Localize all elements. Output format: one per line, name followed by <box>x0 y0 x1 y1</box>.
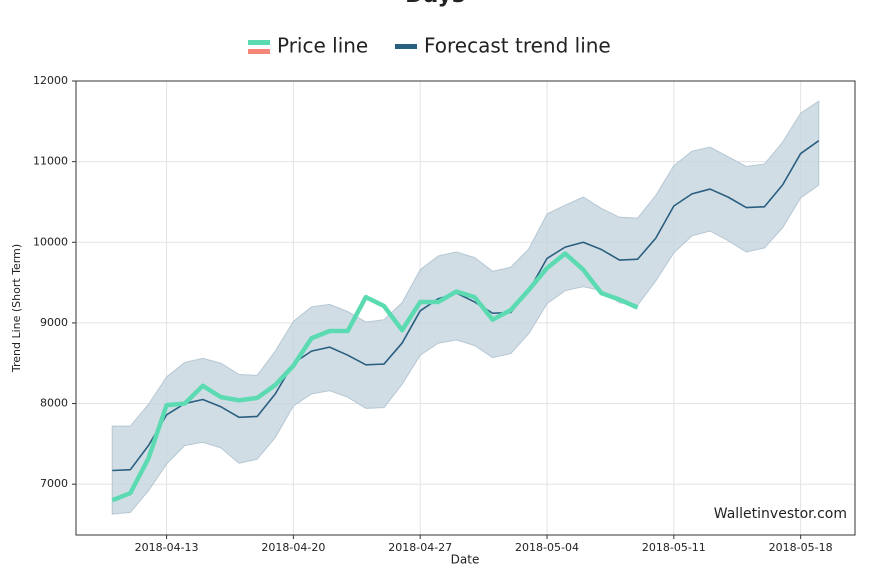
y-axis-label: Trend Line (Short Term) <box>10 244 23 373</box>
legend-label: Forecast trend line <box>424 34 611 58</box>
legend-swatch <box>248 40 270 45</box>
x-tick-label: 2018-05-18 <box>769 541 833 554</box>
series-line <box>112 140 820 472</box>
x-tick-label: 2018-04-27 <box>388 541 452 554</box>
x-axis-label: Date <box>451 553 480 565</box>
y-tick-label: 10000 <box>33 235 68 248</box>
x-tick-label: 2018-04-20 <box>261 541 325 554</box>
y-tick-label: 7000 <box>40 477 68 490</box>
x-tick-label: 2018-05-11 <box>642 541 706 554</box>
y-tick-label: 11000 <box>33 155 68 168</box>
series-line <box>111 251 639 503</box>
x-tick-label: 2018-04-13 <box>135 541 199 554</box>
confidence-band <box>111 100 820 515</box>
y-tick-label: 12000 <box>33 74 68 87</box>
x-tick-label: 2018-05-04 <box>515 541 579 554</box>
legend-label: Price line <box>277 34 368 58</box>
plot-frame <box>75 80 856 536</box>
y-tick-label: 9000 <box>40 316 68 329</box>
legend-swatch <box>395 44 417 49</box>
y-tick-label: 8000 <box>40 397 68 410</box>
legend-swatch <box>248 49 270 54</box>
watermark: Walletinvestor.com <box>714 506 847 522</box>
legend: Price line Forecast trend line <box>248 34 611 58</box>
chart-title: Days <box>405 0 465 8</box>
